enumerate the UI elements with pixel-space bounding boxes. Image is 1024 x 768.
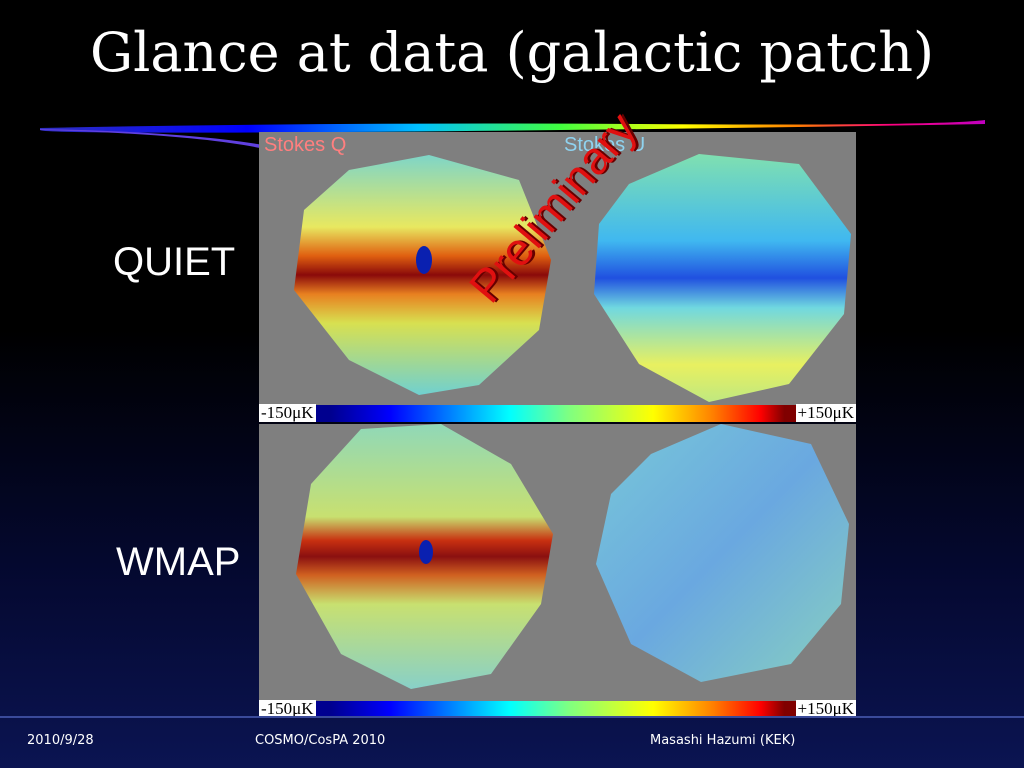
quiet-stokes-q-map	[294, 155, 551, 395]
footer-divider	[0, 716, 1024, 718]
slide-title: Glance at data (galactic patch)	[89, 21, 935, 84]
quiet-map-panel: Stokes Q Stokes U -150μK +150μK	[259, 132, 856, 422]
footer-conference: COSMO/CosPA 2010	[255, 733, 386, 748]
wmap-map-panel: -150μK +150μK	[259, 424, 856, 718]
row-label-quiet: QUIET	[113, 240, 236, 284]
quiet-colorbar: -150μK +150μK	[259, 403, 856, 422]
colorbar-max-label: +150μK	[795, 699, 856, 718]
colorbar-min-label: -150μK	[259, 403, 316, 422]
rainbow-swoosh-decoration	[40, 120, 985, 148]
quiet-stokes-u-map	[594, 154, 851, 402]
stokes-q-label: Stokes Q	[264, 134, 347, 156]
wmap-colorbar: -150μK +150μK	[259, 699, 856, 718]
colorbar-max-label: +150μK	[795, 403, 856, 422]
colorbar-min-label: -150μK	[259, 699, 316, 718]
wmap-stokes-q-map	[296, 424, 553, 689]
footer-date: 2010/9/28	[27, 733, 94, 748]
row-label-wmap: WMAP	[116, 540, 241, 584]
footer-author: Masashi Hazumi (KEK)	[650, 733, 796, 748]
wmap-stokes-u-map	[596, 424, 849, 682]
stokes-u-label: Stokes U	[564, 134, 646, 156]
